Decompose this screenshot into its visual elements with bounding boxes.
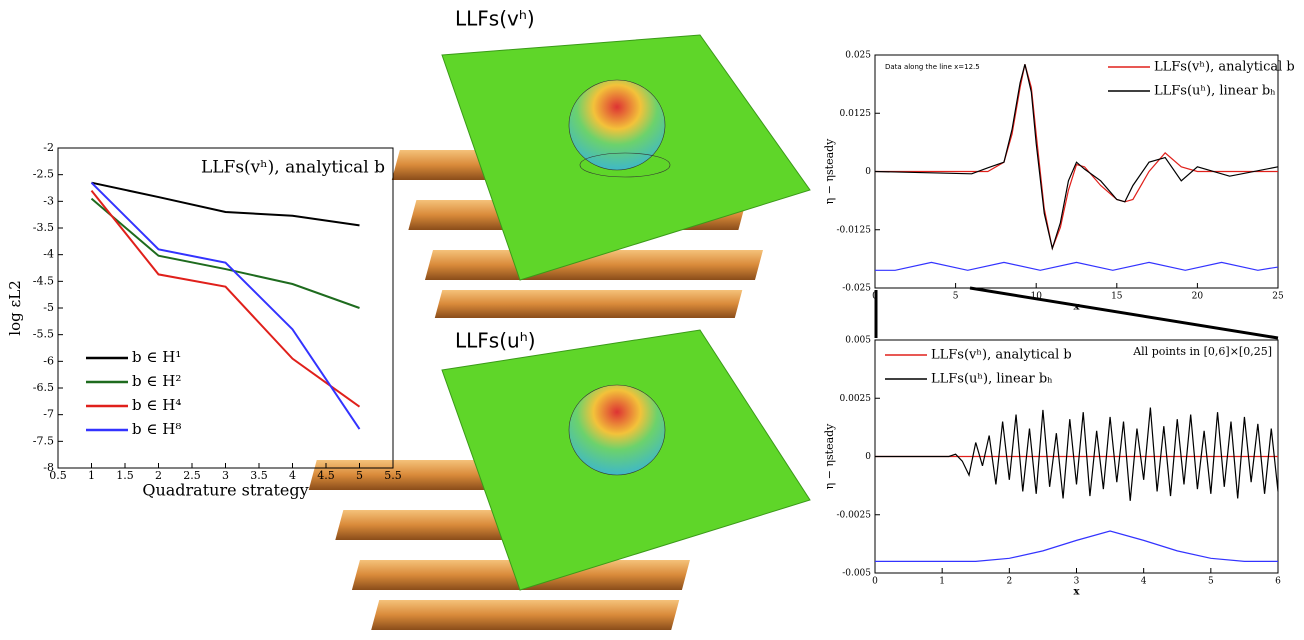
x-axis-label: Quadrature strategy xyxy=(142,481,308,500)
y-tick-label: -8 xyxy=(43,461,54,474)
y-tick-label: -0.0025 xyxy=(836,510,871,520)
x-tick-label: 3 xyxy=(1074,577,1080,587)
y-tick-label: -0.0125 xyxy=(836,225,871,235)
y-axis-label: log εL2 xyxy=(6,280,24,335)
y-tick-label: -2 xyxy=(43,141,54,154)
surface-top: LLFs(vʰ) xyxy=(391,7,811,318)
x-axis-label: x xyxy=(1074,587,1081,598)
x-tick-label: 5 xyxy=(356,469,363,482)
legend-label: LLFs(uʰ), linear bₕ xyxy=(1154,84,1276,99)
chart-title: LLFs(vʰ), analytical b xyxy=(201,158,385,178)
x-tick-label: 0 xyxy=(872,577,878,587)
x-tick-label: 5.5 xyxy=(384,469,402,482)
data-line xyxy=(90,190,361,408)
y-tick-label: -0.005 xyxy=(842,569,871,579)
y-tick-label: 0.0025 xyxy=(840,394,872,404)
x-tick-label: 15 xyxy=(1111,292,1123,302)
legend-label: LLFs(vʰ), analytical b xyxy=(1154,60,1295,75)
data-line xyxy=(91,181,360,227)
y-tick-label: -2.5 xyxy=(33,168,54,181)
y-tick-label: 0 xyxy=(865,167,871,177)
x-tick-label: 1 xyxy=(88,469,95,482)
x-tick-label: 5 xyxy=(1208,577,1214,587)
y-tick-label: 0 xyxy=(865,452,871,462)
x-tick-label: 6 xyxy=(1275,577,1281,587)
y-axis-label: η − ηsteady xyxy=(823,423,836,490)
legend-label: b ∈ H² xyxy=(132,372,181,390)
x-axis-label: x xyxy=(1074,302,1081,313)
y-tick-label: -3.5 xyxy=(33,221,54,234)
x-tick-label: 2 xyxy=(155,469,162,482)
y-axis-label: η − ηsteady xyxy=(823,138,836,205)
y-tick-label: -4.5 xyxy=(33,274,54,287)
x-tick-label: 3.5 xyxy=(250,469,268,482)
data-line xyxy=(874,64,1279,251)
y-tick-label: -4 xyxy=(43,248,54,261)
x-tick-label: 25 xyxy=(1272,292,1284,302)
x-tick-label: 4 xyxy=(1141,577,1147,587)
y-tick-label: -3 xyxy=(43,194,54,207)
y-tick-label: -7.5 xyxy=(33,434,54,447)
legend-label: b ∈ H⁸ xyxy=(132,420,181,438)
x-tick-label: 2 xyxy=(1006,577,1012,587)
y-tick-label: -5.5 xyxy=(33,328,54,341)
x-tick-label: 4 xyxy=(289,469,296,482)
legend-label: b ∈ H¹ xyxy=(132,348,181,366)
data-line xyxy=(875,407,1279,501)
data-line xyxy=(875,261,1279,271)
y-tick-label: 0.0125 xyxy=(840,109,872,119)
x-tick-label: 10 xyxy=(1030,292,1042,302)
x-tick-label: 20 xyxy=(1192,292,1204,302)
legend-label: b ∈ H⁴ xyxy=(132,396,181,414)
data-line xyxy=(90,181,361,430)
x-tick-label: 1.5 xyxy=(116,469,134,482)
y-tick-label: -5 xyxy=(43,301,54,314)
data-line xyxy=(90,197,360,309)
plot-frame xyxy=(57,147,394,469)
surface-bottom: LLFs(uʰ) xyxy=(308,329,811,630)
y-tick-label: -0.025 xyxy=(842,284,871,294)
annotation: All points in [0,6]×[0,25] xyxy=(1132,345,1272,358)
data-line xyxy=(875,64,1278,251)
x-tick-label: 0.5 xyxy=(49,469,67,482)
panel-label: LLFs(uʰ) xyxy=(455,329,536,353)
x-tick-label: 2.5 xyxy=(183,469,201,482)
legend-label: LLFs(uʰ), linear bₕ xyxy=(931,372,1053,387)
y-tick-label: 0.005 xyxy=(845,336,871,346)
x-tick-label: 0 xyxy=(872,292,878,302)
legend-label: LLFs(vʰ), analytical b xyxy=(931,348,1072,363)
y-tick-label: -7 xyxy=(43,408,54,421)
annotation: Data along the line x=12.5 xyxy=(885,63,980,71)
y-tick-label: -6.5 xyxy=(33,381,54,394)
data-line xyxy=(875,530,1278,562)
y-tick-label: 0.025 xyxy=(845,51,871,61)
x-tick-label: 5 xyxy=(953,292,959,302)
y-tick-label: -6 xyxy=(43,354,54,367)
x-tick-label: 4.5 xyxy=(317,469,335,482)
x-tick-label: 3 xyxy=(222,469,229,482)
panel-label: LLFs(vʰ) xyxy=(455,7,535,31)
x-tick-label: 1 xyxy=(939,577,945,587)
zoom-line xyxy=(969,286,1279,340)
